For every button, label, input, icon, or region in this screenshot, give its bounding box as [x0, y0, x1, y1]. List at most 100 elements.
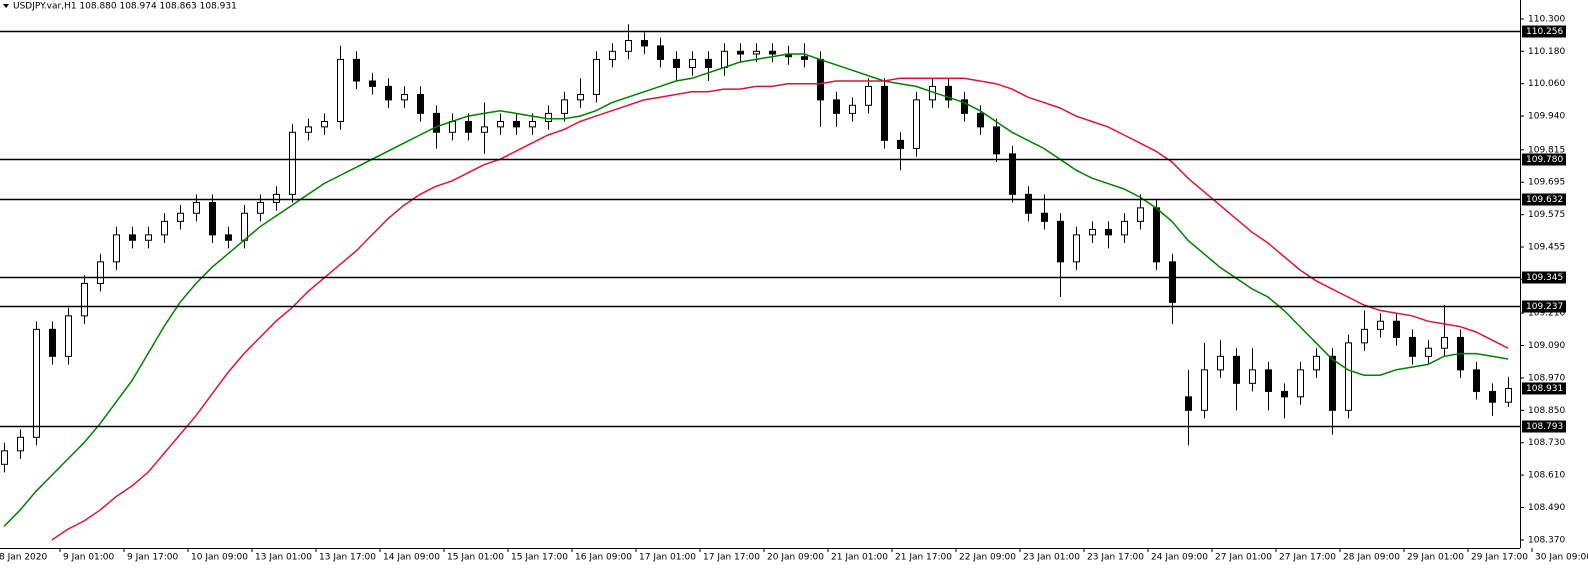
- candle-body: [17, 436, 24, 452]
- candle-body: [1153, 207, 1160, 263]
- candle-body: [625, 40, 632, 52]
- candle-body: [177, 212, 184, 222]
- y-tick-label: 109.210: [1528, 309, 1565, 319]
- level-label-text: 108.793: [1526, 422, 1563, 432]
- y-tick-label: 109.090: [1528, 341, 1565, 351]
- y-tick-label: 108.850: [1528, 406, 1565, 416]
- x-tick-label: 15 Jan 17:00: [511, 553, 568, 563]
- level-label: 110.256: [1522, 25, 1566, 38]
- level-label-text: 109.345: [1526, 273, 1563, 283]
- candle-body: [673, 58, 680, 68]
- x-tick-label: 23 Jan 01:00: [1023, 553, 1080, 563]
- candle-body: [1185, 396, 1192, 411]
- candle-body: [145, 234, 152, 241]
- x-tick-label: 8 Jan 2020: [0, 553, 47, 563]
- candle-body: [1169, 261, 1176, 303]
- level-label-box: [1522, 300, 1566, 313]
- y-tick-label: 108.970: [1528, 373, 1565, 383]
- candle-body: [1201, 369, 1208, 411]
- candle-body: [1233, 355, 1240, 384]
- candle-body: [225, 234, 232, 241]
- y-tick-label: 110.300: [1528, 14, 1565, 24]
- candle-body: [1345, 342, 1352, 411]
- candle-body: [273, 193, 280, 203]
- candle-body: [865, 85, 872, 106]
- candle-body: [129, 234, 136, 241]
- candle-body: [945, 85, 952, 101]
- plot-area: [1, 24, 1512, 541]
- candle-body: [913, 99, 920, 149]
- x-tick-label: 9 Jan 01:00: [63, 553, 115, 563]
- candle-body: [1105, 228, 1112, 236]
- candle-body: [1313, 355, 1320, 371]
- candle-body: [321, 120, 328, 128]
- x-tick-label: 24 Jan 09:00: [1151, 553, 1208, 563]
- candle-body: [641, 40, 648, 47]
- y-tick-label: 109.815: [1528, 145, 1565, 155]
- x-tick-label: 17 Jan 01:00: [639, 553, 696, 563]
- x-tick-label: 23 Jan 17:00: [1087, 553, 1144, 563]
- candle-body: [1409, 336, 1416, 357]
- x-tick-label: 27 Jan 17:00: [1279, 553, 1336, 563]
- candle-body: [481, 126, 488, 133]
- y-tick-label: 108.730: [1528, 438, 1565, 448]
- moving-average: [51, 77, 1509, 541]
- candle-body: [49, 328, 56, 357]
- candle-body: [1121, 220, 1128, 236]
- level-label-text: 109.780: [1526, 155, 1563, 165]
- x-tick-label: 13 Jan 17:00: [319, 553, 376, 563]
- candle-body: [1, 450, 8, 465]
- candle-body: [689, 58, 696, 68]
- level-label-box: [1522, 25, 1566, 38]
- candle-body: [353, 58, 360, 82]
- candle-body: [369, 80, 376, 87]
- x-tick-label: 17 Jan 17:00: [703, 553, 760, 563]
- moving-average: [3, 53, 1509, 527]
- bid-label: 108.931: [1526, 384, 1563, 394]
- x-tick-label: 21 Jan 01:00: [831, 553, 888, 563]
- y-tick-label: 108.610: [1528, 471, 1565, 481]
- candle-body: [1009, 153, 1016, 195]
- candle-body: [1057, 220, 1064, 263]
- candle-body: [81, 282, 88, 317]
- candle-body: [1041, 212, 1048, 222]
- candle-body: [1441, 336, 1448, 349]
- candle-body: [401, 93, 408, 101]
- candle-body: [961, 99, 968, 114]
- candle-body: [1393, 320, 1400, 338]
- candle-body: [1361, 328, 1368, 344]
- candle-body: [1329, 355, 1336, 411]
- candle-body: [529, 120, 536, 128]
- candle-body: [449, 120, 456, 133]
- candle-body: [897, 139, 904, 149]
- x-tick-label: 13 Jan 01:00: [255, 553, 312, 563]
- y-tick-label: 109.695: [1528, 178, 1565, 188]
- x-tick-label: 27 Jan 01:00: [1215, 553, 1272, 563]
- candle-body: [561, 99, 568, 114]
- x-tick-label: 14 Jan 09:00: [383, 553, 440, 563]
- x-tick-label: 10 Jan 09:00: [191, 553, 248, 563]
- candle-body: [1281, 390, 1288, 398]
- candle-body: [97, 261, 104, 284]
- candle-body: [1025, 193, 1032, 214]
- level-label: 109.345: [1522, 271, 1566, 284]
- menu-arrow[interactable]: [3, 4, 9, 8]
- candle-body: [433, 112, 440, 133]
- candle-body: [1473, 369, 1480, 392]
- level-label: 109.237: [1522, 300, 1566, 313]
- candle-body: [1425, 347, 1432, 357]
- candle-body: [817, 58, 824, 101]
- candle-body: [193, 201, 200, 214]
- level-label-text: 109.632: [1526, 195, 1563, 205]
- candle-body: [577, 93, 584, 101]
- candle-body: [337, 58, 344, 122]
- candle-body: [849, 104, 856, 114]
- x-tick-label: 16 Jan 09:00: [575, 553, 632, 563]
- candle-body: [289, 131, 296, 195]
- candle-body: [609, 50, 616, 60]
- candle-body: [993, 126, 1000, 155]
- candle-body: [1073, 234, 1080, 263]
- candle-body: [593, 58, 600, 95]
